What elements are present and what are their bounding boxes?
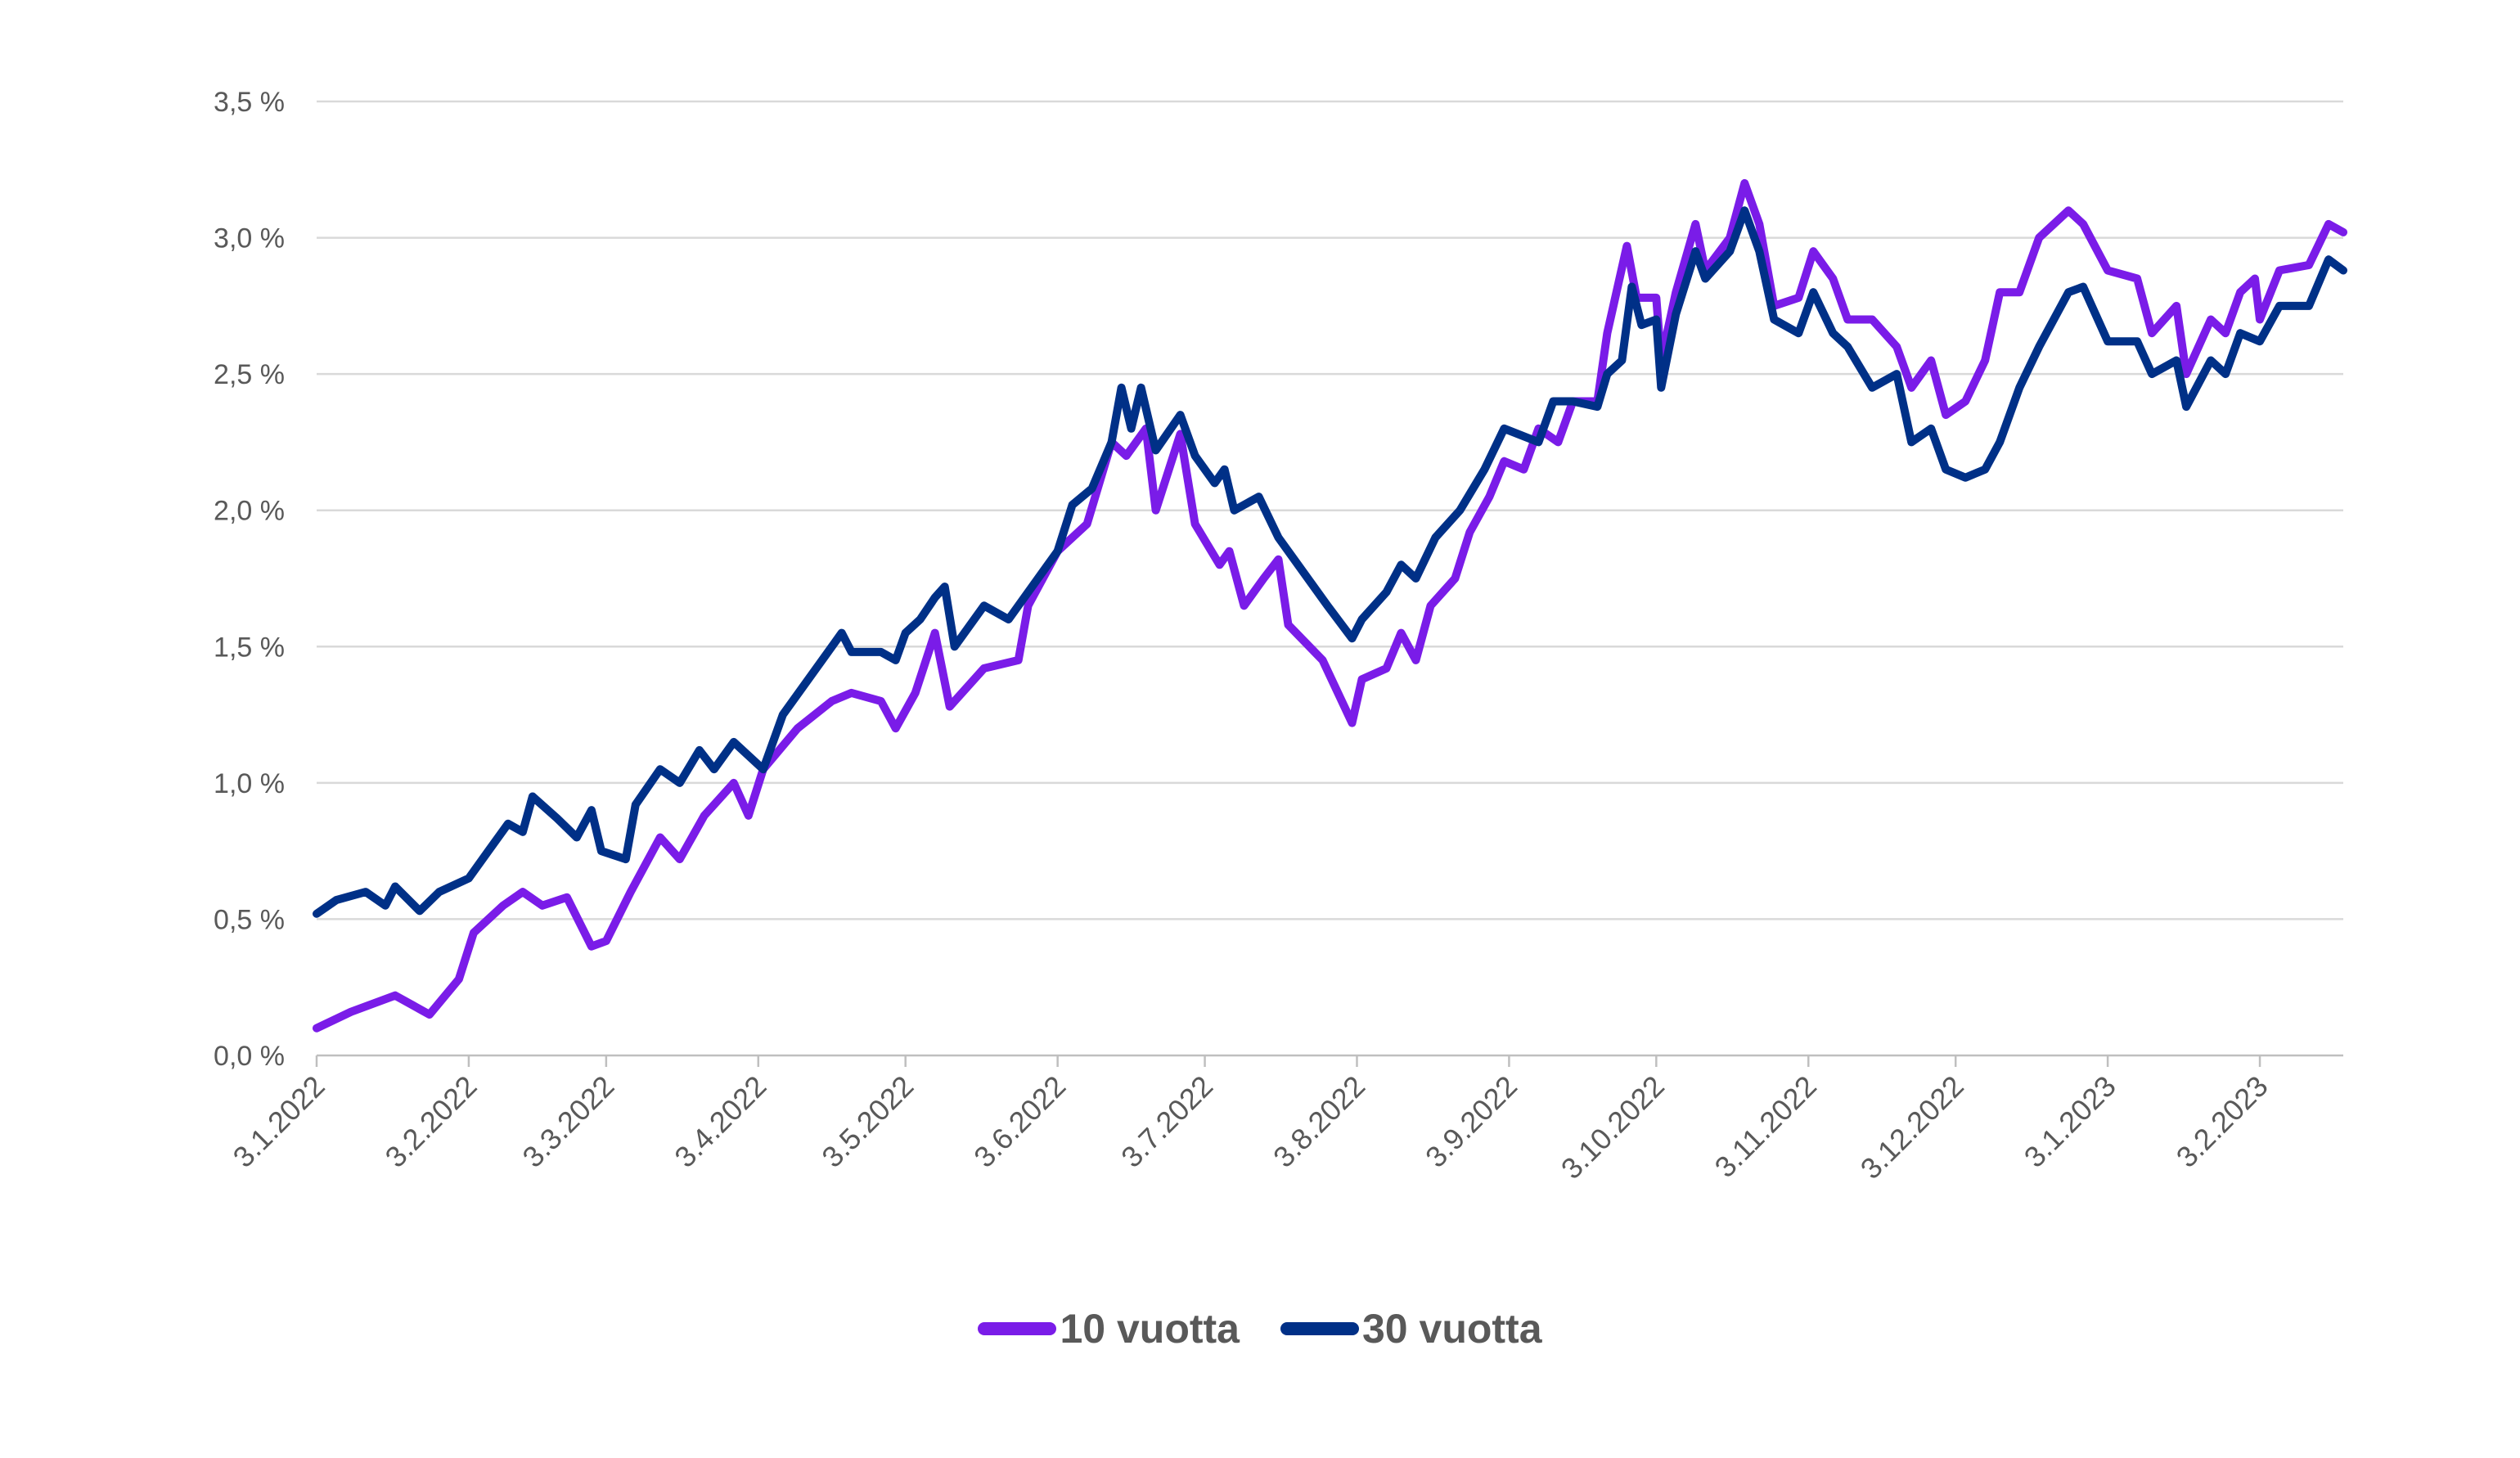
y-tick-label: 3,0 %	[214, 223, 285, 254]
x-tick-label: 3.7.2022	[1114, 1069, 1219, 1174]
series-line-10y	[313, 178, 2347, 1033]
x-tick-label: 3.9.2022	[1419, 1069, 1523, 1174]
legend-swatch	[978, 1322, 1057, 1335]
x-tick-label: 3.8.2022	[1267, 1069, 1371, 1174]
series-lines	[313, 178, 2347, 1033]
x-tick-label: 3.4.2022	[668, 1069, 772, 1174]
legend: 10 vuotta 30 vuotta	[0, 1305, 2520, 1352]
x-tick-label: 3.12.2022	[1854, 1069, 1970, 1186]
y-tick-label: 0,0 %	[214, 1041, 285, 1072]
x-tick-label: 3.11.2022	[1708, 1069, 1823, 1184]
x-tick-label: 3.2.2023	[2170, 1069, 2275, 1174]
y-tick-label: 3,5 %	[214, 87, 285, 118]
x-tick-label: 3.2.2022	[378, 1069, 483, 1174]
x-tick-label: 3.5.2022	[815, 1069, 920, 1174]
x-tick-label: 3.1.2023	[2018, 1069, 2122, 1174]
y-tick-label: 0,5 %	[214, 904, 285, 935]
y-tick-label: 1,0 %	[214, 768, 285, 799]
legend-item-10y: 10 vuotta	[978, 1305, 1240, 1352]
gridlines	[317, 100, 2343, 920]
legend-item-30y: 30 vuotta	[1280, 1305, 1542, 1352]
y-tick-label: 1,5 %	[214, 632, 285, 663]
legend-label: 30 vuotta	[1362, 1306, 1542, 1352]
x-tick-label: 3.3.2022	[515, 1069, 620, 1174]
y-tick-label: 2,5 %	[214, 359, 285, 390]
x-tick-label: 3.6.2022	[967, 1069, 1072, 1174]
y-axis-ticks: 0,0 % 0,5 % 1,0 % 1,5 % 2,0 % 2,5 % 3,0 % 3,5 %	[214, 87, 285, 1072]
y-tick-label: 2,0 %	[214, 496, 285, 527]
legend-label: 10 vuotta	[1060, 1306, 1240, 1352]
x-tick-label: 3.10.2022	[1555, 1069, 1671, 1186]
series-line-30y	[313, 206, 2347, 918]
x-axis: 3.1.2022 3.2.2022 3.3.2022 3.4.2022 3.5.2022…	[227, 1054, 2343, 1186]
legend-swatch	[1280, 1322, 1359, 1335]
x-tick-label: 3.1.2022	[227, 1069, 331, 1174]
